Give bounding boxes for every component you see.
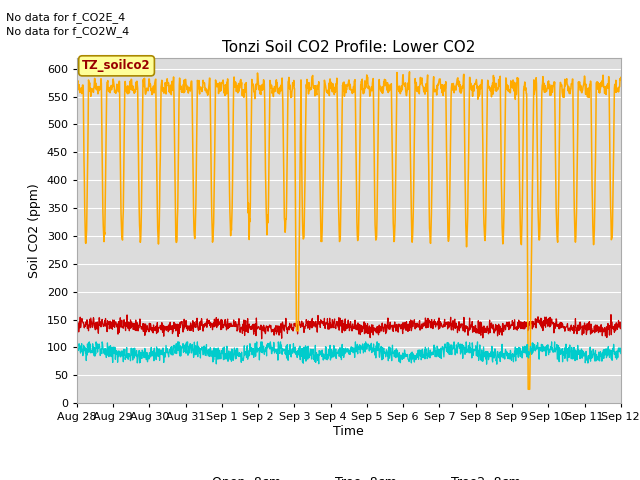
Tree2 -8cm xyxy=(255,346,263,351)
Tree2 -8cm xyxy=(181,342,189,348)
Line: Open -8cm: Open -8cm xyxy=(77,315,621,339)
Tree2 -8cm xyxy=(434,344,442,350)
Line: Tree -8cm: Tree -8cm xyxy=(77,72,621,389)
Tree2 -8cm xyxy=(195,343,202,349)
Tree2 -8cm xyxy=(617,351,625,357)
Tree -8cm xyxy=(434,87,442,93)
Open -8cm xyxy=(505,323,513,328)
Text: TZ_soilco2: TZ_soilco2 xyxy=(82,60,151,72)
Tree -8cm xyxy=(255,83,262,89)
Tree -8cm xyxy=(194,79,202,84)
Open -8cm xyxy=(617,321,625,327)
Tree2 -8cm xyxy=(483,361,490,367)
Tree2 -8cm xyxy=(85,339,93,345)
Open -8cm xyxy=(434,321,442,327)
Tree2 -8cm xyxy=(505,354,513,360)
Tree -8cm xyxy=(406,69,413,75)
Tree -8cm xyxy=(73,75,81,81)
Tree -8cm xyxy=(553,230,561,236)
Open -8cm xyxy=(194,324,202,330)
Open -8cm xyxy=(73,318,81,324)
Tree -8cm xyxy=(524,386,532,392)
Open -8cm xyxy=(607,312,615,318)
Legend: Open -8cm, Tree -8cm, Tree2 -8cm: Open -8cm, Tree -8cm, Tree2 -8cm xyxy=(172,471,525,480)
Line: Tree2 -8cm: Tree2 -8cm xyxy=(77,342,621,364)
Y-axis label: Soil CO2 (ppm): Soil CO2 (ppm) xyxy=(28,183,41,278)
Tree -8cm xyxy=(505,88,513,94)
Tree -8cm xyxy=(180,89,188,95)
Open -8cm xyxy=(258,336,266,342)
Tree -8cm xyxy=(617,74,625,80)
Title: Tonzi Soil CO2 Profile: Lower CO2: Tonzi Soil CO2 Profile: Lower CO2 xyxy=(222,40,476,55)
Tree2 -8cm xyxy=(73,348,81,354)
Open -8cm xyxy=(180,324,188,330)
Text: No data for f_CO2W_4: No data for f_CO2W_4 xyxy=(6,26,130,37)
Open -8cm xyxy=(255,324,262,329)
Open -8cm xyxy=(553,317,561,323)
Tree2 -8cm xyxy=(553,342,561,348)
Text: No data for f_CO2E_4: No data for f_CO2E_4 xyxy=(6,12,125,23)
X-axis label: Time: Time xyxy=(333,425,364,438)
